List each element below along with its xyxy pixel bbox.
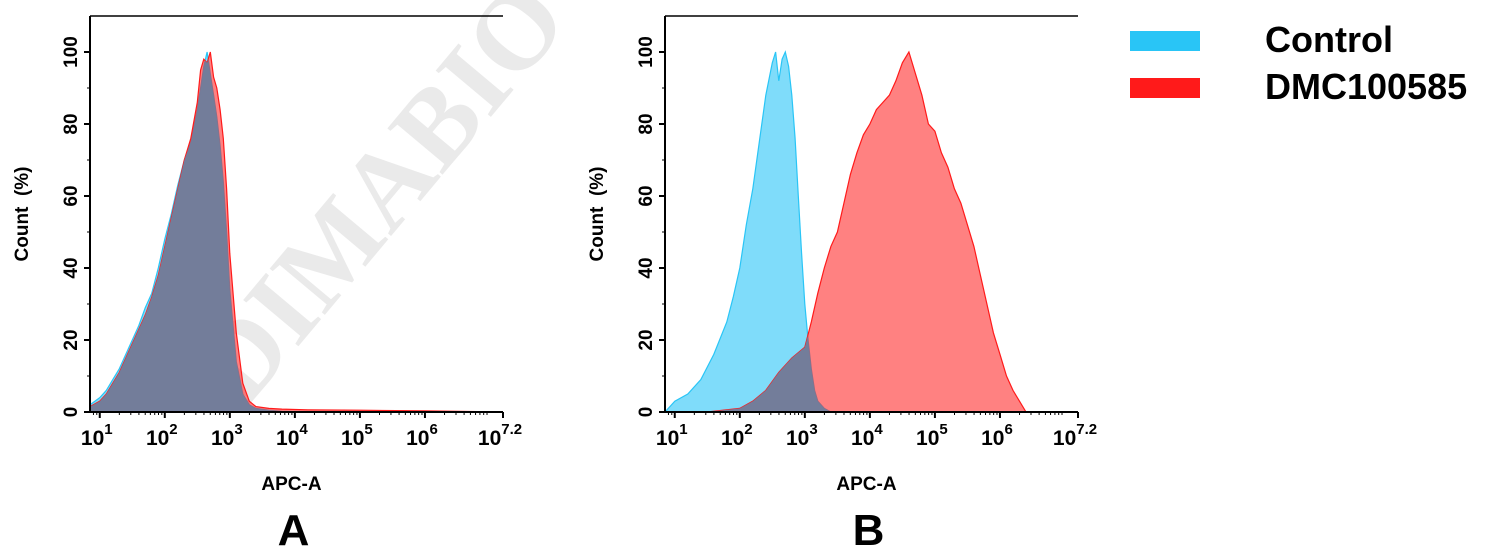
y-tick-label: 80 <box>61 113 82 134</box>
series-dmc100585-area <box>707 50 1028 413</box>
legend-swatch-dmc100585 <box>1130 78 1200 98</box>
x-tick-label: 107.2 <box>478 421 522 450</box>
panel-b: 0 20 40 60 80 100 101 102 103 104 105 106 107.2 APC-A… <box>587 15 1097 551</box>
legend-label-control: Control <box>1265 19 1393 60</box>
x-tick-label: 103 <box>211 421 243 450</box>
watermark: DIMABIO C <box>170 0 658 425</box>
x-tick-label: 106 <box>406 421 438 450</box>
x-tick-label: 107.2 <box>1053 421 1097 450</box>
x-tick-label: 101 <box>656 421 688 450</box>
overlap-area <box>90 52 308 412</box>
y-tick-label: 60 <box>636 185 657 206</box>
x-tick-label: 101 <box>81 421 113 450</box>
y-tick-label: 0 <box>61 407 82 418</box>
legend-swatch-control <box>1130 31 1200 51</box>
x-axis-label: APC-A <box>836 474 896 495</box>
x-tick-label: 106 <box>981 421 1013 450</box>
x-tick-label: 102 <box>721 421 753 450</box>
x-tick-label: 104 <box>851 421 883 450</box>
legend-label-dmc100585: DMC100585 <box>1265 66 1467 107</box>
legend: Control DMC100585 <box>1130 19 1467 107</box>
panel-a: 0 20 40 60 80 100 101 102 103 104 105 106 107.2 APC-A… <box>12 15 522 551</box>
y-tick-label: 0 <box>636 407 657 418</box>
y-tick-label: 100 <box>61 36 82 68</box>
panel-label: B <box>853 506 885 551</box>
y-tick-label: 60 <box>61 185 82 206</box>
y-tick-label: 40 <box>636 257 657 278</box>
y-axis-label: Count (%) <box>587 167 608 262</box>
y-tick-label: 40 <box>61 257 82 278</box>
x-tick-label: 103 <box>786 421 818 450</box>
x-tick-label: 104 <box>276 421 308 450</box>
y-tick-label: 80 <box>636 113 657 134</box>
x-tick-label: 105 <box>916 421 948 450</box>
x-tick-label: 105 <box>341 421 373 450</box>
x-tick-label: 102 <box>146 421 178 450</box>
y-tick-label: 20 <box>636 329 657 350</box>
y-axis-label: Count (%) <box>12 167 33 262</box>
panel-label: A <box>278 506 310 551</box>
y-tick-label: 20 <box>61 329 82 350</box>
y-tick-label: 100 <box>636 36 657 68</box>
x-axis-label: APC-A <box>261 474 321 495</box>
